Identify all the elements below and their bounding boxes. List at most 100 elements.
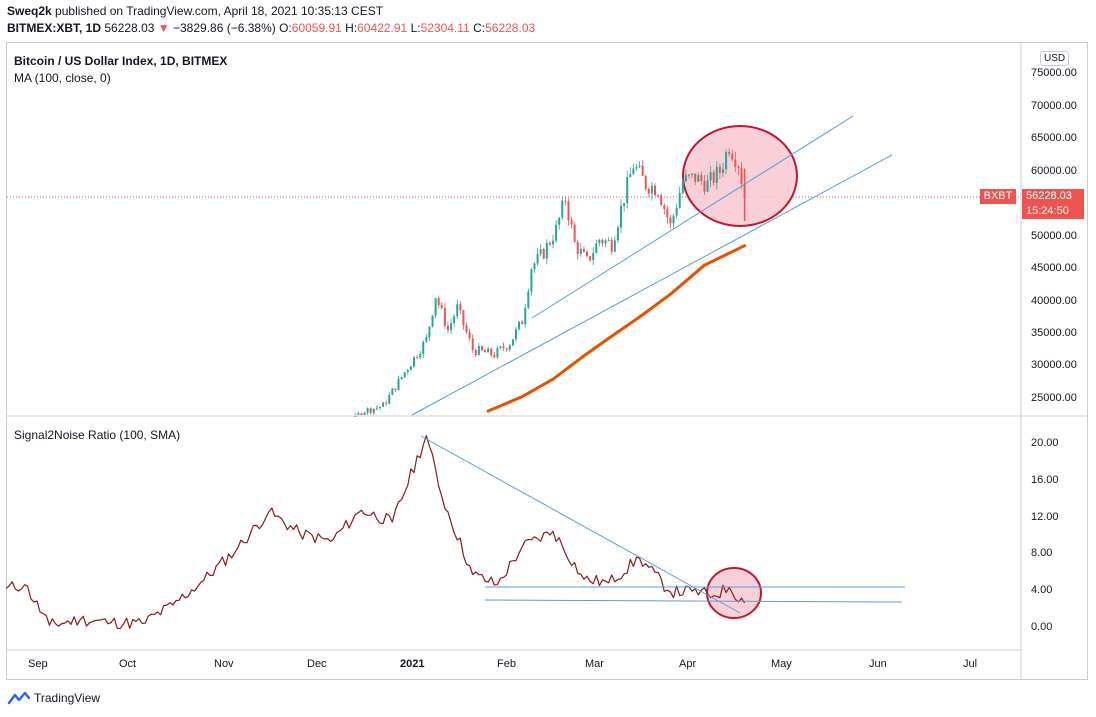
candle-up [629, 174, 632, 178]
candle-up [363, 412, 366, 415]
candle-down [700, 175, 703, 181]
price-tick: 65000.00 [1031, 132, 1077, 144]
candle-up [530, 269, 533, 292]
candle-up [409, 366, 412, 371]
candle-up [558, 217, 561, 225]
candle-down [737, 166, 740, 168]
candle-down [567, 201, 570, 221]
candle-up [604, 240, 607, 244]
snr-horizontal-lower[interactable] [484, 599, 903, 603]
chart-frame[interactable] [6, 42, 1088, 680]
high-label: H: [345, 21, 358, 35]
candle-down [484, 350, 487, 353]
snr-pane-title: Signal2Noise Ratio (100, SMA) [14, 428, 181, 442]
price-trendline-lower[interactable] [411, 154, 893, 416]
candle-down [471, 338, 474, 350]
candle-down [669, 217, 672, 224]
candle-down [394, 388, 397, 391]
candle-down [459, 304, 462, 311]
tradingview-icon [8, 691, 30, 705]
candle-down [564, 200, 567, 202]
candle-up [632, 168, 635, 175]
candle-up [539, 249, 542, 254]
price-tag-symbol: BXBT [980, 189, 1016, 204]
candle-up [412, 356, 415, 367]
candlestick-series [354, 148, 746, 417]
candle-up [626, 177, 629, 204]
candle-up [650, 185, 653, 194]
candle-up [635, 167, 638, 169]
candle-up [623, 203, 626, 206]
candle-down [687, 174, 690, 176]
candle-down [490, 348, 493, 356]
open-label: O: [279, 21, 292, 35]
price-trendline-upper[interactable] [531, 115, 854, 319]
snr-trendline-down[interactable] [420, 435, 741, 614]
candle-down [474, 349, 477, 355]
candle-down [647, 188, 650, 194]
candle-up [487, 348, 490, 353]
candle-down [480, 346, 483, 351]
candle-down [385, 402, 388, 404]
candle-up [607, 240, 610, 242]
candle-up [477, 346, 480, 355]
currency-badge[interactable]: USD [1040, 51, 1070, 66]
candle-up [579, 248, 582, 254]
candle-up [709, 172, 712, 181]
tradingview-logo[interactable]: TradingView [8, 691, 100, 705]
candle-down [502, 346, 505, 349]
candle-up [422, 341, 425, 355]
candle-up [524, 307, 527, 325]
price-tick: 40000.00 [1031, 295, 1077, 307]
ohlc-legend: BITMEX:XBT, 1D 56228.03 ▼ −3829.86 (−6.3… [7, 21, 535, 35]
candle-down [660, 195, 663, 206]
price-tick: 75000.00 [1031, 67, 1077, 79]
snr-highlight-circle [706, 567, 762, 619]
candle-up [691, 173, 694, 175]
candle-down [505, 348, 508, 350]
candle-down [718, 166, 721, 173]
last-price: 56228.03 [104, 21, 155, 35]
candle-down [465, 325, 468, 333]
price-highlight-circle [682, 125, 798, 227]
candle-down [570, 220, 573, 225]
candle-up [536, 253, 539, 264]
snr-tick: 4.00 [1031, 584, 1053, 596]
candle-up [555, 224, 558, 241]
low-value: 52304.11 [420, 21, 470, 35]
candle-down [437, 298, 440, 305]
candle-up [382, 402, 385, 407]
candle-up [592, 252, 595, 261]
month-label: Oct [119, 658, 137, 670]
price-change: −3829.86 (−6.38%) [173, 21, 276, 35]
close-value: 56228.03 [485, 21, 536, 35]
open-value: 60059.91 [291, 21, 342, 35]
candle-down [360, 413, 363, 415]
price-tag-countdown: 15:24:50 [1026, 205, 1069, 217]
candle-down [641, 165, 644, 176]
price-tick: 25000.00 [1031, 392, 1077, 404]
candle-down [666, 209, 669, 218]
candle-up [514, 329, 517, 340]
candle-down [542, 249, 545, 259]
snr-tick: 20.00 [1031, 437, 1059, 449]
candle-down [610, 240, 613, 252]
month-label: May [771, 658, 792, 670]
candle-down [446, 325, 449, 330]
snr-line [5, 435, 746, 630]
candle-up [403, 372, 406, 377]
candle-down [576, 242, 579, 254]
candle-up [372, 408, 375, 413]
candle-up [678, 192, 681, 208]
candle-up [616, 227, 619, 241]
month-label: Feb [497, 658, 516, 670]
candle-up [552, 240, 555, 245]
candle-up [561, 200, 564, 218]
publish-text: published on TradingView.com, April 18, … [55, 4, 384, 18]
author-name[interactable]: Sweq2k [7, 4, 52, 18]
publish-info: Sweq2k published on TradingView.com, Apr… [7, 4, 383, 18]
candle-up [406, 370, 409, 373]
candle-up [508, 345, 511, 350]
month-label: Nov [214, 658, 234, 670]
